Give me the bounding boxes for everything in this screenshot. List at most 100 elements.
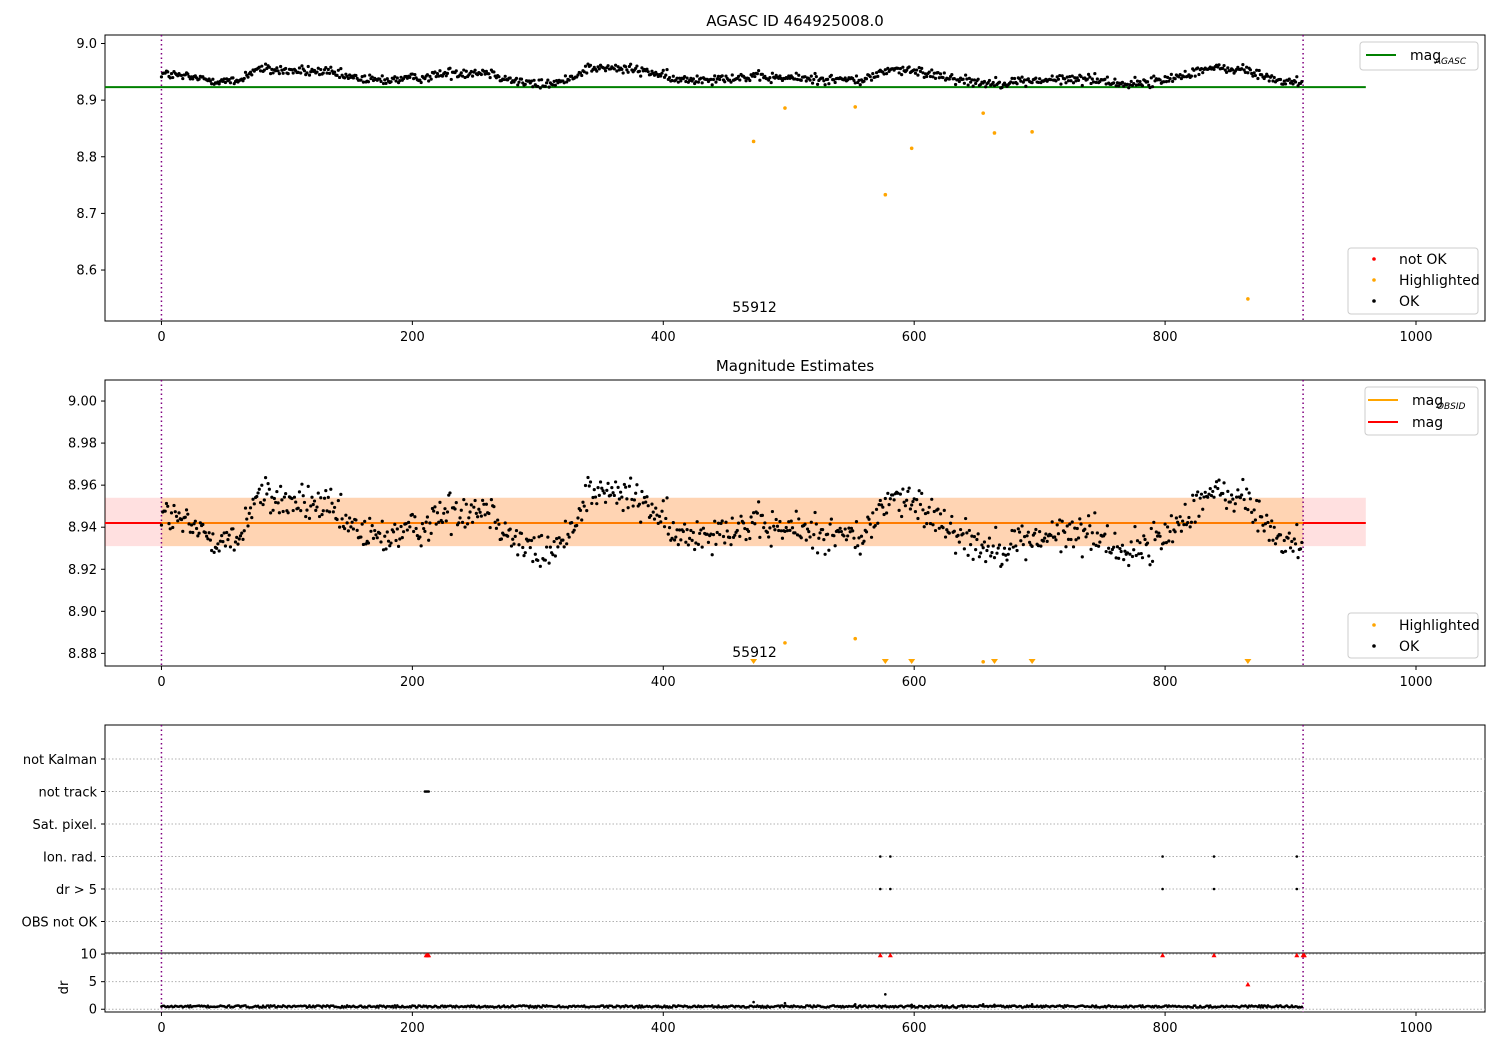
data-point xyxy=(1024,558,1028,562)
data-point xyxy=(1187,73,1191,77)
obsid-label: 55912 xyxy=(732,645,777,661)
data-point xyxy=(296,506,300,510)
flag-category-label: not Kalman xyxy=(23,753,97,768)
data-point xyxy=(316,491,320,495)
data-point xyxy=(462,498,466,502)
data-point xyxy=(1179,76,1183,81)
data-point xyxy=(294,500,298,504)
data-point xyxy=(1203,490,1207,494)
data-point xyxy=(391,530,396,534)
data-point xyxy=(1300,79,1304,84)
data-point xyxy=(1094,80,1098,84)
data-point xyxy=(827,82,831,86)
data-point xyxy=(212,550,216,555)
data-point xyxy=(444,519,448,523)
data-point xyxy=(848,530,852,534)
data-point xyxy=(322,496,327,500)
flag-category-label: Ion. rad. xyxy=(43,851,97,866)
data-point xyxy=(842,534,846,538)
data-point xyxy=(1133,75,1137,79)
data-point xyxy=(173,510,177,514)
data-point xyxy=(966,553,970,557)
data-point xyxy=(901,487,905,491)
data-point xyxy=(1232,509,1236,513)
data-point xyxy=(339,67,343,71)
data-point xyxy=(1058,73,1062,78)
data-point xyxy=(1104,549,1108,554)
x-tick-label: 200 xyxy=(400,330,425,345)
data-point xyxy=(1120,80,1125,84)
data-point xyxy=(555,536,559,541)
data-point xyxy=(286,511,290,515)
data-point xyxy=(228,545,233,549)
data-point xyxy=(767,78,771,82)
data-point xyxy=(1236,488,1240,492)
data-point xyxy=(1181,519,1185,523)
data-point xyxy=(1229,493,1234,497)
data-point xyxy=(231,76,235,80)
data-point xyxy=(679,538,683,542)
data-point xyxy=(1262,529,1266,533)
data-point xyxy=(538,564,542,568)
data-point xyxy=(540,1006,543,1009)
x-tick-label: 1000 xyxy=(1399,1021,1432,1036)
data-point xyxy=(344,513,348,517)
data-point xyxy=(693,547,697,552)
data-point xyxy=(1140,84,1145,88)
data-point xyxy=(401,530,406,534)
data-point xyxy=(359,535,363,539)
data-point xyxy=(695,74,699,78)
data-point xyxy=(300,482,304,486)
data-point xyxy=(1226,66,1230,70)
data-point xyxy=(191,77,195,81)
data-point xyxy=(1135,539,1140,543)
data-point xyxy=(211,532,215,536)
data-point xyxy=(1015,82,1019,86)
data-point xyxy=(527,1006,531,1009)
data-point xyxy=(1198,496,1202,500)
data-point xyxy=(928,521,933,526)
data-point xyxy=(593,495,598,499)
data-point xyxy=(736,521,741,525)
data-point xyxy=(1034,76,1038,80)
data-point xyxy=(997,543,1002,547)
data-point xyxy=(787,74,791,78)
data-point xyxy=(808,78,812,82)
data-point xyxy=(309,504,313,508)
out-of-range-marker xyxy=(908,659,916,664)
data-point xyxy=(629,62,633,66)
data-point xyxy=(1030,130,1034,134)
data-point xyxy=(477,507,481,511)
flag-category-label: dr > 5 xyxy=(56,883,97,898)
data-point xyxy=(366,541,371,545)
data-point xyxy=(502,533,506,537)
data-point xyxy=(972,78,977,82)
data-point xyxy=(363,74,367,78)
data-point xyxy=(1161,887,1164,891)
data-point xyxy=(521,545,525,550)
data-point xyxy=(950,72,954,77)
legend-box xyxy=(1359,41,1479,71)
data-point xyxy=(1293,542,1298,546)
data-point xyxy=(1044,532,1048,536)
data-point xyxy=(1125,551,1130,555)
data-point xyxy=(814,522,818,526)
data-point xyxy=(1253,518,1258,522)
out-of-range-marker xyxy=(1244,659,1252,664)
data-point xyxy=(519,77,524,81)
data-point xyxy=(503,521,507,525)
data-point xyxy=(671,521,675,525)
data-point xyxy=(260,64,264,68)
data-point xyxy=(920,66,924,70)
data-point xyxy=(1266,74,1270,78)
data-point xyxy=(565,542,569,546)
data-point xyxy=(240,531,244,535)
data-point xyxy=(606,1006,610,1009)
data-point xyxy=(986,544,990,548)
data-point xyxy=(413,515,417,519)
data-point xyxy=(1282,538,1286,543)
data-point xyxy=(255,494,259,499)
x-tick-label: 600 xyxy=(902,675,927,690)
data-point xyxy=(177,511,181,515)
data-point xyxy=(1025,534,1029,538)
